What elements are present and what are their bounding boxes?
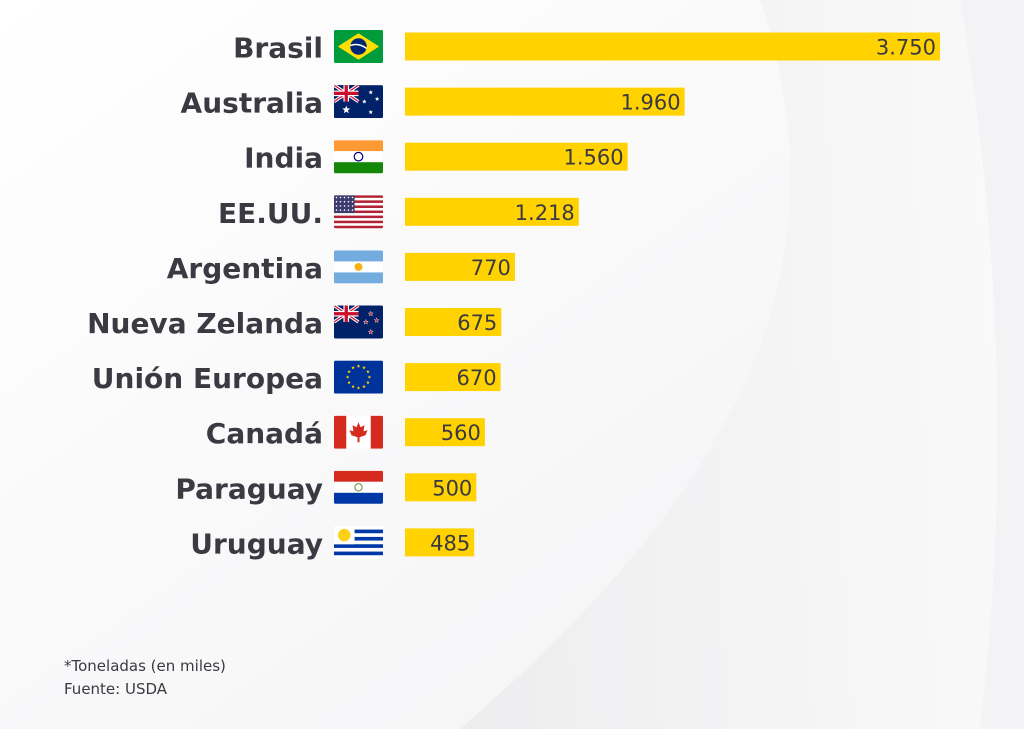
bar-row: Nueva Zelanda 675 bbox=[87, 305, 502, 340]
bar bbox=[405, 528, 475, 557]
value-label: 500 bbox=[432, 476, 472, 500]
category-label: EE.UU. bbox=[218, 197, 323, 230]
category-label: Canadá bbox=[206, 417, 323, 450]
bar-row: Uruguay 485 bbox=[190, 525, 475, 560]
bar-row: Australia 1.960 bbox=[181, 85, 685, 120]
bar-row: Canadá 560 bbox=[206, 415, 485, 450]
bar bbox=[405, 87, 685, 116]
argentina-flag-icon bbox=[334, 250, 383, 284]
source-note: Fuente: USDA bbox=[64, 680, 168, 698]
canada-flag-icon bbox=[334, 415, 383, 449]
units-note: *Toneladas (en miles) bbox=[64, 657, 226, 675]
value-label: 675 bbox=[457, 311, 497, 335]
value-label: 1.218 bbox=[515, 201, 575, 225]
category-label: Brasil bbox=[233, 32, 323, 65]
bar-row: Brasil 3.750 bbox=[233, 30, 940, 65]
bar-row: Argentina 770 bbox=[167, 250, 515, 285]
bar-row: EE.UU. 1.218 bbox=[218, 195, 579, 230]
value-label: 1.560 bbox=[563, 146, 623, 170]
category-label: Nueva Zelanda bbox=[87, 307, 323, 340]
value-label: 560 bbox=[441, 421, 481, 445]
usa-flag-icon bbox=[334, 195, 383, 229]
paraguay-flag-icon bbox=[334, 470, 383, 504]
new-zealand-flag-icon bbox=[334, 305, 383, 339]
bar bbox=[405, 308, 502, 336]
bar bbox=[405, 473, 477, 502]
india-flag-icon bbox=[334, 140, 383, 174]
category-label: Uruguay bbox=[190, 527, 323, 560]
category-label: Unión Europea bbox=[92, 362, 323, 395]
value-label: 485 bbox=[430, 531, 470, 555]
value-label: 770 bbox=[471, 256, 511, 280]
value-label: 3.750 bbox=[876, 36, 936, 60]
bar bbox=[405, 32, 940, 61]
value-label: 670 bbox=[457, 366, 497, 390]
value-label: 1.960 bbox=[620, 91, 680, 115]
category-label: Argentina bbox=[167, 252, 323, 285]
uruguay-flag-icon bbox=[334, 525, 383, 559]
bar-row: Unión Europea 670 bbox=[92, 360, 501, 395]
brazil-flag-icon bbox=[334, 30, 383, 63]
bar bbox=[405, 363, 501, 392]
category-label: India bbox=[244, 142, 323, 175]
bar-row: Paraguay 500 bbox=[175, 470, 477, 505]
bar bbox=[405, 418, 485, 447]
bar bbox=[405, 142, 628, 171]
bar-row: India 1.560 bbox=[244, 140, 628, 175]
bar bbox=[405, 197, 579, 226]
category-label: Paraguay bbox=[175, 472, 323, 505]
australia-flag-icon bbox=[334, 85, 383, 119]
category-label: Australia bbox=[181, 87, 323, 120]
european-union-flag-icon bbox=[334, 360, 383, 394]
bar bbox=[405, 252, 515, 281]
